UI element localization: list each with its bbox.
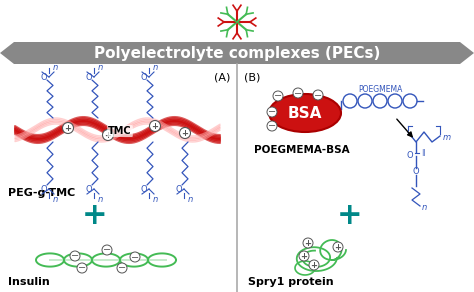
Polygon shape xyxy=(0,42,474,64)
Text: −: − xyxy=(268,121,276,131)
Text: +: + xyxy=(304,239,311,248)
Circle shape xyxy=(63,123,73,133)
Text: ||: || xyxy=(421,150,426,157)
Text: +: + xyxy=(310,261,318,270)
Text: (B): (B) xyxy=(244,72,260,82)
Text: (A): (A) xyxy=(214,72,230,82)
Text: Insulin: Insulin xyxy=(8,277,50,287)
Circle shape xyxy=(180,128,191,138)
Circle shape xyxy=(267,121,277,131)
Circle shape xyxy=(373,94,387,108)
Circle shape xyxy=(358,94,372,108)
Circle shape xyxy=(313,90,323,100)
Circle shape xyxy=(309,260,319,270)
Text: −: − xyxy=(294,88,302,98)
Text: n: n xyxy=(153,63,158,72)
Text: −: − xyxy=(268,107,276,117)
Text: −: − xyxy=(118,263,126,274)
Text: O: O xyxy=(141,185,147,194)
Text: −: − xyxy=(71,251,79,262)
Text: +: + xyxy=(104,131,111,140)
Circle shape xyxy=(70,251,80,261)
Text: O: O xyxy=(141,72,147,81)
Circle shape xyxy=(102,245,112,255)
Circle shape xyxy=(77,263,87,273)
Text: O: O xyxy=(41,185,47,194)
Text: POEGMEMA: POEGMEMA xyxy=(358,84,403,93)
Text: TMC: TMC xyxy=(108,126,132,136)
Circle shape xyxy=(130,252,140,262)
Text: +: + xyxy=(337,201,363,230)
Circle shape xyxy=(343,94,357,108)
Text: O: O xyxy=(41,72,47,81)
Text: O: O xyxy=(86,72,92,81)
Text: O: O xyxy=(176,185,182,194)
Text: n: n xyxy=(153,196,158,204)
Text: n: n xyxy=(53,196,58,204)
Circle shape xyxy=(303,238,313,248)
Text: +: + xyxy=(335,243,341,252)
Text: BSA: BSA xyxy=(288,107,322,121)
Circle shape xyxy=(293,88,303,98)
Circle shape xyxy=(388,94,402,108)
Text: −: − xyxy=(131,253,139,263)
Text: n: n xyxy=(422,204,427,213)
Circle shape xyxy=(267,107,277,117)
Circle shape xyxy=(299,251,309,261)
Text: +: + xyxy=(82,201,108,230)
Text: Spry1 protein: Spry1 protein xyxy=(248,277,334,287)
Text: +: + xyxy=(152,122,158,131)
Text: +: + xyxy=(64,124,72,133)
Text: Polyelectrolyte complexes (PECs): Polyelectrolyte complexes (PECs) xyxy=(94,46,380,61)
Text: O: O xyxy=(406,150,413,159)
Text: O: O xyxy=(413,166,419,175)
Text: n: n xyxy=(98,63,103,72)
Text: n: n xyxy=(53,63,58,72)
Circle shape xyxy=(117,263,127,273)
Text: +: + xyxy=(182,129,189,138)
Circle shape xyxy=(333,242,343,252)
Text: −: − xyxy=(78,263,86,274)
Text: POEGMEMA-BSA: POEGMEMA-BSA xyxy=(254,145,350,155)
Circle shape xyxy=(403,94,417,108)
Circle shape xyxy=(102,129,113,140)
Circle shape xyxy=(149,121,161,131)
Text: PEG-g-TMC: PEG-g-TMC xyxy=(8,188,75,198)
Circle shape xyxy=(273,91,283,101)
Text: n: n xyxy=(98,196,103,204)
Text: −: − xyxy=(103,246,111,256)
Text: −: − xyxy=(314,91,322,100)
Text: m: m xyxy=(443,133,451,142)
Text: n: n xyxy=(188,196,193,204)
Text: O: O xyxy=(86,185,92,194)
Ellipse shape xyxy=(269,94,341,132)
Text: +: + xyxy=(301,252,308,261)
Text: −: − xyxy=(274,91,282,102)
